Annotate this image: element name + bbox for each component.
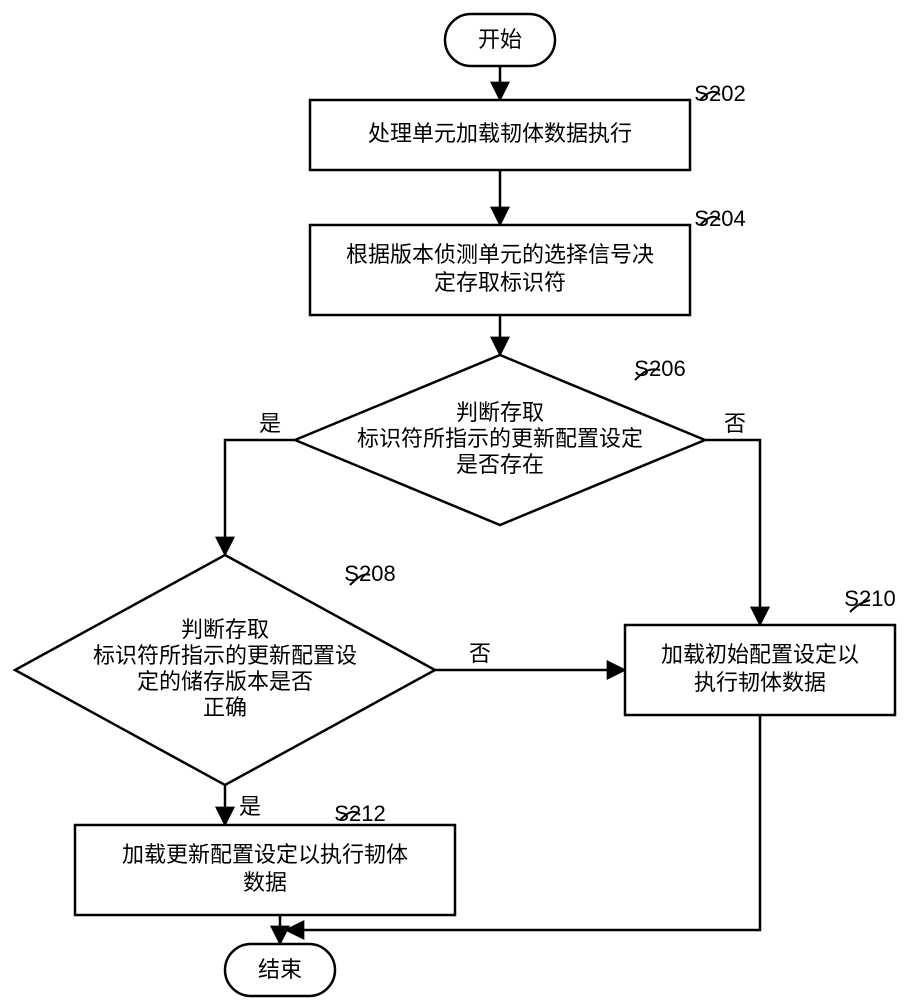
edge-label-s208_no: 否 (469, 641, 491, 666)
text-line: 数据 (243, 870, 287, 895)
terminator-end: 结束 (225, 944, 335, 996)
text-line: 判断存取 (456, 400, 544, 425)
label-s210: S210 (844, 586, 895, 611)
text-line: 根据版本侦测单元的选择信号决 (346, 242, 654, 267)
text-line: 加载初始配置设定以 (661, 642, 859, 667)
label-s204: S204 (694, 206, 745, 231)
text-line: 正确 (203, 695, 247, 720)
process-s204: 根据版本侦测单元的选择信号决定存取标识符 (310, 225, 690, 315)
process-s212: 加载更新配置设定以执行韧体数据 (75, 825, 455, 915)
flowchart-canvas: 开始结束处理单元加载韧体数据执行根据版本侦测单元的选择信号决定存取标识符加载初始… (0, 0, 922, 1000)
label-s208: S208 (344, 561, 395, 586)
edge-s206_no (705, 440, 760, 625)
terminator-start: 开始 (445, 14, 555, 66)
text-line: 判断存取 (181, 617, 269, 642)
text-line: 加载更新配置设定以执行韧体 (122, 842, 408, 867)
process-s202: 处理单元加载韧体数据执行 (310, 100, 690, 170)
edge-label-s208_yes: 是 (239, 794, 261, 819)
edge-s206_yes (225, 440, 295, 555)
process-s210: 加载初始配置设定以执行韧体数据 (625, 625, 895, 715)
label-s206: S206 (634, 356, 685, 381)
shapes-group: 开始结束处理单元加载韧体数据执行根据版本侦测单元的选择信号决定存取标识符加载初始… (15, 14, 895, 996)
label-s212: S212 (334, 801, 385, 826)
text-line: 处理单元加载韧体数据执行 (368, 121, 632, 146)
text-line: 标识符所指示的更新配置设定 (357, 426, 643, 451)
edge-label-s206_yes: 是 (259, 411, 281, 436)
terminator-start-text: 开始 (478, 27, 522, 52)
terminator-end-text: 结束 (258, 957, 302, 982)
text-line: 定存取标识符 (434, 270, 566, 295)
text-line: 标识符所指示的更新配置设 (93, 643, 357, 668)
edge-label-s206_no: 否 (724, 411, 746, 436)
decision-s208: 判断存取标识符所指示的更新配置设定的储存版本是否正确 (15, 555, 435, 785)
text-line: 执行韧体数据 (694, 670, 826, 695)
label-s202: S202 (694, 81, 745, 106)
text-line: 定的储存版本是否 (137, 669, 313, 694)
text-line: 是否存在 (456, 452, 544, 477)
